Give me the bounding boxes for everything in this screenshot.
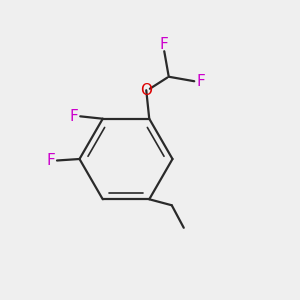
Text: F: F <box>196 74 205 89</box>
Text: F: F <box>69 109 78 124</box>
Text: O: O <box>140 83 152 98</box>
Text: F: F <box>46 153 55 168</box>
Text: F: F <box>160 37 169 52</box>
